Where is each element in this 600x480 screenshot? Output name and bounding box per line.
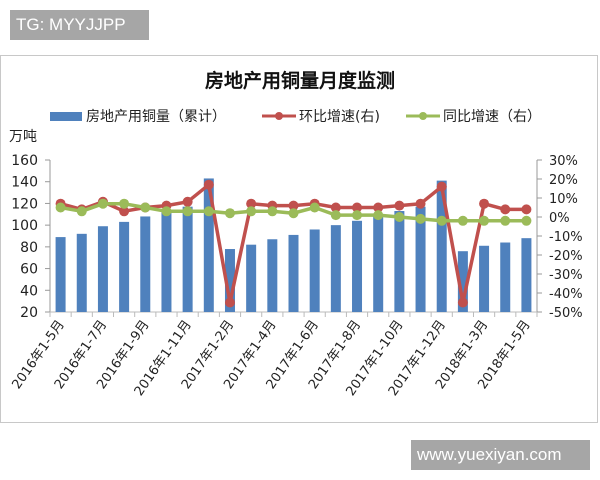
legend-label: 环比增速(右) [299, 109, 380, 125]
bar [97, 226, 108, 312]
bar-swatch-icon [50, 111, 82, 121]
series-marker [415, 198, 426, 209]
series-marker [352, 202, 363, 213]
bar [394, 211, 405, 312]
right-axis-label: 0% [549, 211, 570, 226]
right-axis-label: 10% [549, 192, 578, 207]
bar [330, 225, 341, 312]
series-marker [352, 210, 363, 221]
bar [436, 180, 447, 312]
series-marker [97, 198, 108, 209]
right-axis-label: -50% [549, 306, 583, 321]
series-marker [394, 212, 405, 222]
series-marker [309, 202, 320, 213]
right-axis-label: 30% [549, 154, 578, 169]
watermark-top: TG: MYYJJPP [10, 10, 149, 40]
y-axis-unit: 万吨 [9, 129, 37, 145]
left-axis-label: 80 [20, 240, 38, 256]
bar [224, 249, 235, 312]
bar [352, 220, 363, 312]
series-marker [267, 206, 278, 217]
series-marker [479, 198, 490, 209]
bar [246, 244, 257, 312]
bar [140, 216, 151, 312]
series-marker [182, 196, 193, 207]
series-marker [436, 215, 447, 226]
right-axis-label: -20% [549, 249, 583, 264]
bar [500, 242, 511, 312]
series-marker [119, 206, 130, 217]
legend-item-mom-growth: 环比增速(右) [262, 106, 380, 126]
left-axis-label: 20 [20, 305, 38, 321]
series-marker [415, 213, 426, 224]
series-marker [500, 204, 511, 215]
legend-item-copy-volume: 房地产用铜量（累计） [50, 106, 226, 126]
bar [415, 206, 426, 312]
left-axis-label: 100 [11, 218, 38, 234]
series-marker [373, 202, 384, 213]
chart-title: 房地产用铜量月度监测 [204, 70, 395, 92]
bar [119, 221, 130, 312]
bar [267, 239, 278, 312]
series-marker [500, 215, 511, 226]
series-marker [246, 198, 257, 209]
series-marker [394, 200, 405, 211]
series-marker [457, 215, 468, 226]
series-marker [246, 206, 257, 217]
series-marker [119, 198, 130, 209]
legend-label: 房地产用铜量（累计） [86, 109, 226, 125]
watermark-bottom: www.yuexiyan.com [411, 440, 590, 470]
left-axis-label: 60 [20, 262, 38, 278]
series-marker [457, 297, 468, 308]
line-marker-red-icon [262, 112, 296, 120]
series-marker [436, 181, 447, 192]
series-marker [373, 210, 384, 221]
left-axis-label: 120 [11, 196, 38, 212]
right-axis-label: -30% [549, 268, 583, 283]
bar [457, 251, 468, 312]
line-marker-green-icon [406, 112, 440, 120]
right-axis-label: -10% [549, 230, 583, 245]
bar [203, 178, 214, 312]
series-marker [330, 202, 341, 213]
series-marker [521, 204, 532, 215]
series-marker [224, 208, 235, 219]
series-marker [55, 202, 66, 213]
series-marker [288, 200, 299, 211]
right-axis-label: -40% [549, 287, 583, 302]
series-marker [521, 215, 532, 226]
chart-plot-area: 20 40 60 80 100 120 140 160 -50% -40% -30% -20% -10%… [10, 153, 583, 399]
bar [479, 245, 490, 312]
bar [521, 238, 532, 312]
series-marker [203, 179, 214, 190]
series-marker [479, 215, 490, 226]
series-marker [203, 206, 214, 217]
series-marker [161, 206, 172, 217]
left-axis-label: 160 [11, 153, 38, 169]
bar [373, 216, 384, 312]
left-axis-label: 140 [11, 175, 38, 191]
series-marker [224, 297, 235, 308]
right-axis-label: 20% [549, 173, 578, 188]
series-marker [76, 206, 87, 217]
bar [288, 234, 299, 312]
series-marker [140, 202, 151, 213]
bar [309, 229, 320, 312]
legend-label: 同比增速（右） [443, 109, 541, 125]
series-marker [288, 208, 299, 219]
bar [161, 211, 172, 312]
left-axis-label: 40 [20, 283, 38, 299]
bar [76, 233, 87, 312]
bar [55, 237, 66, 312]
series-marker [182, 206, 193, 217]
legend-item-yoy-growth: 同比增速（右） [406, 106, 541, 126]
series-marker [330, 210, 341, 221]
bar [182, 206, 193, 312]
